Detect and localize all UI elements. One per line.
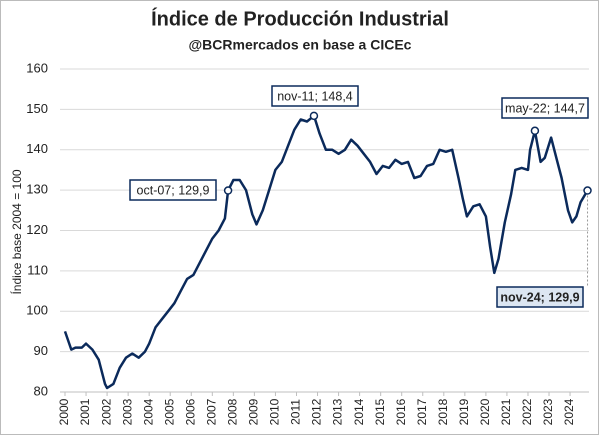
x-tick-label: 2021 (499, 398, 513, 425)
x-tick-label: 2024 (562, 398, 576, 425)
x-tick-label: 2017 (415, 398, 429, 425)
y-tick-label: 90 (34, 343, 48, 358)
y-tick-label: 150 (26, 101, 48, 116)
annotation-label: nov-24; 129,9 (500, 290, 579, 304)
x-tick-label: 2007 (204, 398, 218, 425)
annotation-box (129, 179, 217, 201)
annotation-marker (530, 126, 540, 136)
x-tick-label: 2023 (541, 398, 555, 425)
annotation-marker (309, 111, 319, 121)
x-tick-label: 2016 (394, 398, 408, 425)
series-line (63, 114, 589, 390)
x-tick-label: 2011 (289, 399, 303, 425)
x-tick-label: 2015 (373, 398, 387, 425)
annotation-box (496, 286, 584, 308)
x-tick-label: 2019 (457, 398, 471, 425)
annotation-marker (583, 186, 592, 195)
x-tick-label: 2005 (162, 398, 176, 425)
y-tick-label: 140 (26, 141, 48, 156)
y-tick-label: 110 (27, 262, 48, 277)
x-tick-label: 2022 (520, 398, 534, 425)
y-tick-label: 80 (34, 383, 48, 398)
x-tick-label: 2010 (268, 398, 282, 425)
y-tick-label: 100 (26, 303, 48, 318)
annotation-label: may-22; 144,7 (505, 101, 585, 115)
y-axis-label: Índice base 2004 = 100 (9, 169, 24, 294)
y-tick-label: 130 (26, 182, 48, 197)
x-tick-label: 2004 (141, 398, 155, 425)
chart-title: Índice de Producción Industrial (151, 7, 449, 30)
x-tick-label: 2000 (57, 398, 71, 425)
annotation-box (501, 97, 589, 119)
x-tick-label: 2008 (226, 398, 240, 425)
annotation-label: nov-11; 148,4 (277, 89, 353, 103)
y-tick-label: 160 (26, 60, 48, 75)
x-tick-label: 2002 (99, 398, 113, 425)
y-tick-label: 120 (26, 222, 48, 237)
x-tick-label: 2018 (436, 398, 450, 425)
x-tick-label: 2001 (78, 398, 92, 425)
x-tick-label: 2009 (247, 398, 261, 425)
x-tick-label: 2006 (183, 398, 197, 425)
x-tick-label: 2014 (352, 398, 366, 425)
x-tick-label: 2020 (478, 398, 492, 425)
x-tick-label: 2003 (120, 398, 134, 425)
annotation-label: oct-07; 129,9 (137, 183, 210, 197)
x-tick-label: 2013 (331, 398, 345, 425)
x-tick-label: 2012 (310, 398, 324, 425)
annotation-box (271, 85, 359, 107)
chart-subtitle: @BCRmercados en base a CICEc (189, 37, 412, 53)
annotation-marker (223, 186, 233, 195)
